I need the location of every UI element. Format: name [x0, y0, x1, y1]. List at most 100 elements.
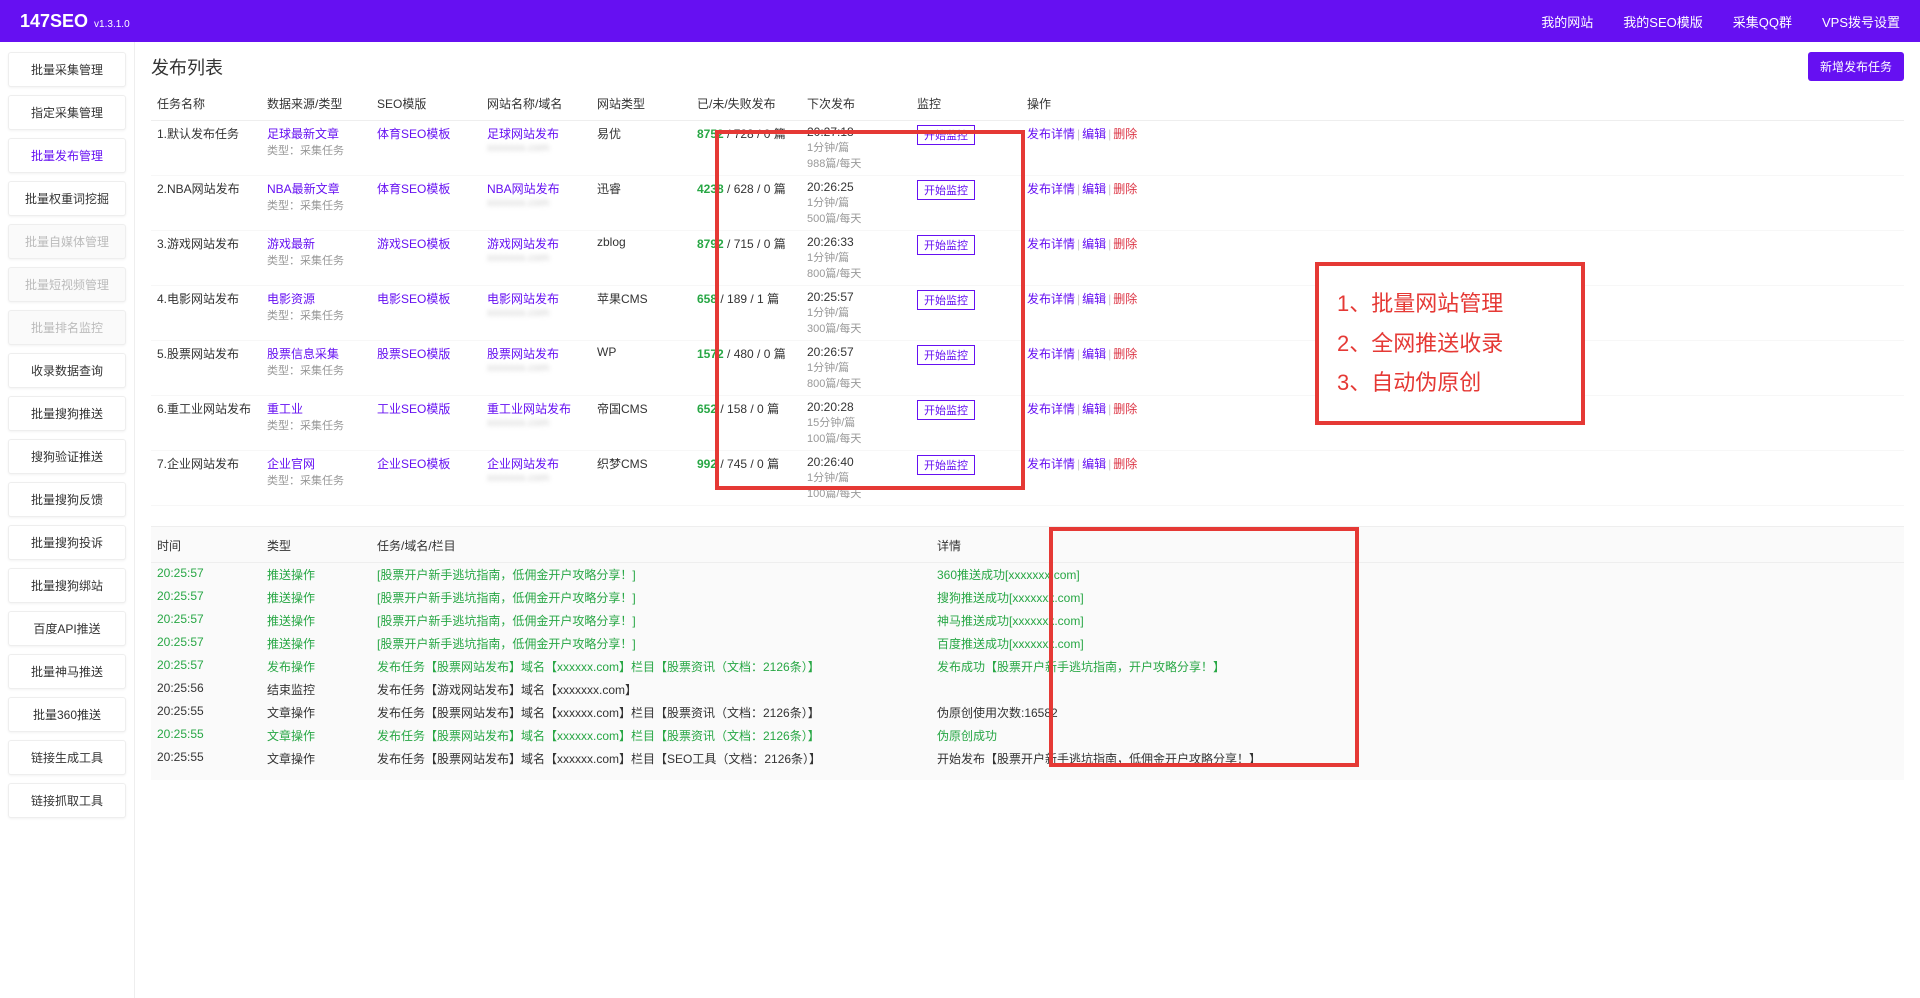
site-name[interactable]: 游戏网站发布 [487, 235, 585, 252]
sidebar-item[interactable]: 批量360推送 [8, 697, 126, 732]
op-edit[interactable]: 编辑 [1082, 292, 1106, 306]
op-delete[interactable]: 删除 [1113, 237, 1137, 251]
source-link[interactable]: 股票信息采集 [267, 345, 365, 362]
publish-count: 992 / 745 / 0 篇 [691, 451, 801, 506]
annotation-box: 1、批量网站管理2、全网推送收录3、自动伪原创 [1315, 262, 1585, 425]
op-edit[interactable]: 编辑 [1082, 182, 1106, 196]
op-detail[interactable]: 发布详情 [1027, 127, 1075, 141]
op-delete[interactable]: 删除 [1113, 402, 1137, 416]
table-header: 数据来源/类型 [261, 87, 371, 121]
monitor-button[interactable]: 开始监控 [917, 290, 975, 310]
monitor-button[interactable]: 开始监控 [917, 180, 975, 200]
site-type: 易优 [591, 121, 691, 176]
site-domain: xxxxxxx.com [487, 417, 585, 429]
site-type: 帝国CMS [591, 396, 691, 451]
op-detail[interactable]: 发布详情 [1027, 237, 1075, 251]
op-delete[interactable]: 删除 [1113, 182, 1137, 196]
sidebar-item[interactable]: 批量发布管理 [8, 138, 126, 173]
top-nav: 我的网站 我的SEO模版 采集QQ群 VPS拨号设置 [1541, 12, 1900, 31]
monitor-button[interactable]: 开始监控 [917, 345, 975, 365]
table-header: 下次发布 [801, 87, 911, 121]
log-header: 时间 [151, 529, 261, 563]
sidebar-item[interactable]: 批量搜狗反馈 [8, 482, 126, 517]
op-delete[interactable]: 删除 [1113, 347, 1137, 361]
sidebar-item[interactable]: 百度API推送 [8, 611, 126, 646]
op-edit[interactable]: 编辑 [1082, 402, 1106, 416]
op-delete[interactable]: 删除 [1113, 457, 1137, 471]
log-detail: 百度推送成功[xxxxxxx.com] [931, 632, 1904, 655]
op-delete[interactable]: 删除 [1113, 127, 1137, 141]
log-detail: 搜狗推送成功[xxxxxxx.com] [931, 586, 1904, 609]
table-row: 2.NBA网站发布NBA最新文章类型：采集任务体育SEO模板NBA网站发布xxx… [151, 176, 1904, 231]
template-link[interactable]: 体育SEO模板 [377, 182, 450, 196]
site-name[interactable]: NBA网站发布 [487, 180, 585, 197]
op-edit[interactable]: 编辑 [1082, 127, 1106, 141]
next-time: 20:27:181分钟/篇988篇/每天 [801, 121, 911, 176]
op-detail[interactable]: 发布详情 [1027, 347, 1075, 361]
log-detail: 伪原创使用次数:16582 [931, 701, 1904, 724]
nav-item[interactable]: 我的网站 [1541, 12, 1593, 31]
source-link[interactable]: 游戏最新 [267, 235, 365, 252]
template-link[interactable]: 股票SEO模版 [377, 347, 450, 361]
log-row: 20:25:57推送操作[股票开户新手逃坑指南，低佣金开户攻略分享！]搜狗推送成… [151, 586, 1904, 609]
nav-item[interactable]: 我的SEO模版 [1623, 12, 1702, 31]
template-link[interactable]: 电影SEO模板 [377, 292, 450, 306]
sidebar-item[interactable]: 批量搜狗推送 [8, 396, 126, 431]
log-detail [931, 678, 1904, 701]
op-edit[interactable]: 编辑 [1082, 347, 1106, 361]
sidebar-item[interactable]: 搜狗验证推送 [8, 439, 126, 474]
table-header: 监控 [911, 87, 1021, 121]
monitor-button[interactable]: 开始监控 [917, 125, 975, 145]
sidebar-item[interactable]: 批量搜狗投诉 [8, 525, 126, 560]
source-type: 类型：采集任务 [267, 472, 365, 488]
table-row: 3.游戏网站发布游戏最新类型：采集任务游戏SEO模板游戏网站发布xxxxxxx.… [151, 231, 1904, 286]
ops-cell: 发布详情|编辑|删除 [1021, 451, 1904, 506]
template-link[interactable]: 工业SEO模版 [377, 402, 450, 416]
source-link[interactable]: 企业官网 [267, 455, 365, 472]
source-link[interactable]: 电影资源 [267, 290, 365, 307]
sidebar-item[interactable]: 指定采集管理 [8, 95, 126, 130]
source-link[interactable]: NBA最新文章 [267, 180, 365, 197]
sidebar-item[interactable]: 批量搜狗绑站 [8, 568, 126, 603]
log-row: 20:25:57推送操作[股票开户新手逃坑指南，低佣金开户攻略分享！]百度推送成… [151, 632, 1904, 655]
task-name: 2.NBA网站发布 [151, 176, 261, 231]
log-type: 文章操作 [261, 747, 371, 770]
op-detail[interactable]: 发布详情 [1027, 402, 1075, 416]
task-name: 6.重工业网站发布 [151, 396, 261, 451]
op-delete[interactable]: 删除 [1113, 292, 1137, 306]
source-link[interactable]: 足球最新文章 [267, 125, 365, 142]
monitor-button[interactable]: 开始监控 [917, 455, 975, 475]
source-link[interactable]: 重工业 [267, 400, 365, 417]
op-detail[interactable]: 发布详情 [1027, 292, 1075, 306]
log-detail: 开始发布【股票开户新手逃坑指南，低佣金开户攻略分享！】 [931, 747, 1904, 770]
op-detail[interactable]: 发布详情 [1027, 457, 1075, 471]
monitor-button[interactable]: 开始监控 [917, 400, 975, 420]
site-name[interactable]: 足球网站发布 [487, 125, 585, 142]
log-type: 文章操作 [261, 724, 371, 747]
monitor-button[interactable]: 开始监控 [917, 235, 975, 255]
site-name[interactable]: 股票网站发布 [487, 345, 585, 362]
site-name[interactable]: 电影网站发布 [487, 290, 585, 307]
site-name[interactable]: 企业网站发布 [487, 455, 585, 472]
op-edit[interactable]: 编辑 [1082, 457, 1106, 471]
log-task: [股票开户新手逃坑指南，低佣金开户攻略分享！] [371, 586, 931, 609]
nav-item[interactable]: 采集QQ群 [1733, 12, 1792, 31]
sidebar-item[interactable]: 链接抓取工具 [8, 783, 126, 818]
sidebar-item[interactable]: 批量神马推送 [8, 654, 126, 689]
sidebar-item[interactable]: 批量权重词挖掘 [8, 181, 126, 216]
sidebar-item[interactable]: 收录数据查询 [8, 353, 126, 388]
sidebar-item[interactable]: 批量采集管理 [8, 52, 126, 87]
template-link[interactable]: 体育SEO模板 [377, 127, 450, 141]
site-name[interactable]: 重工业网站发布 [487, 400, 585, 417]
main-content: 发布列表 新增发布任务 任务名称数据来源/类型SEO模版网站名称/域名网站类型已… [135, 42, 1920, 998]
template-link[interactable]: 游戏SEO模板 [377, 237, 450, 251]
op-edit[interactable]: 编辑 [1082, 237, 1106, 251]
nav-item[interactable]: VPS拨号设置 [1822, 12, 1900, 31]
next-time: 20:26:251分钟/篇500篇/每天 [801, 176, 911, 231]
template-link[interactable]: 企业SEO模板 [377, 457, 450, 471]
add-task-button[interactable]: 新增发布任务 [1808, 52, 1904, 81]
task-name: 3.游戏网站发布 [151, 231, 261, 286]
publish-count: 8792 / 715 / 0 篇 [691, 231, 801, 286]
sidebar-item[interactable]: 链接生成工具 [8, 740, 126, 775]
op-detail[interactable]: 发布详情 [1027, 182, 1075, 196]
